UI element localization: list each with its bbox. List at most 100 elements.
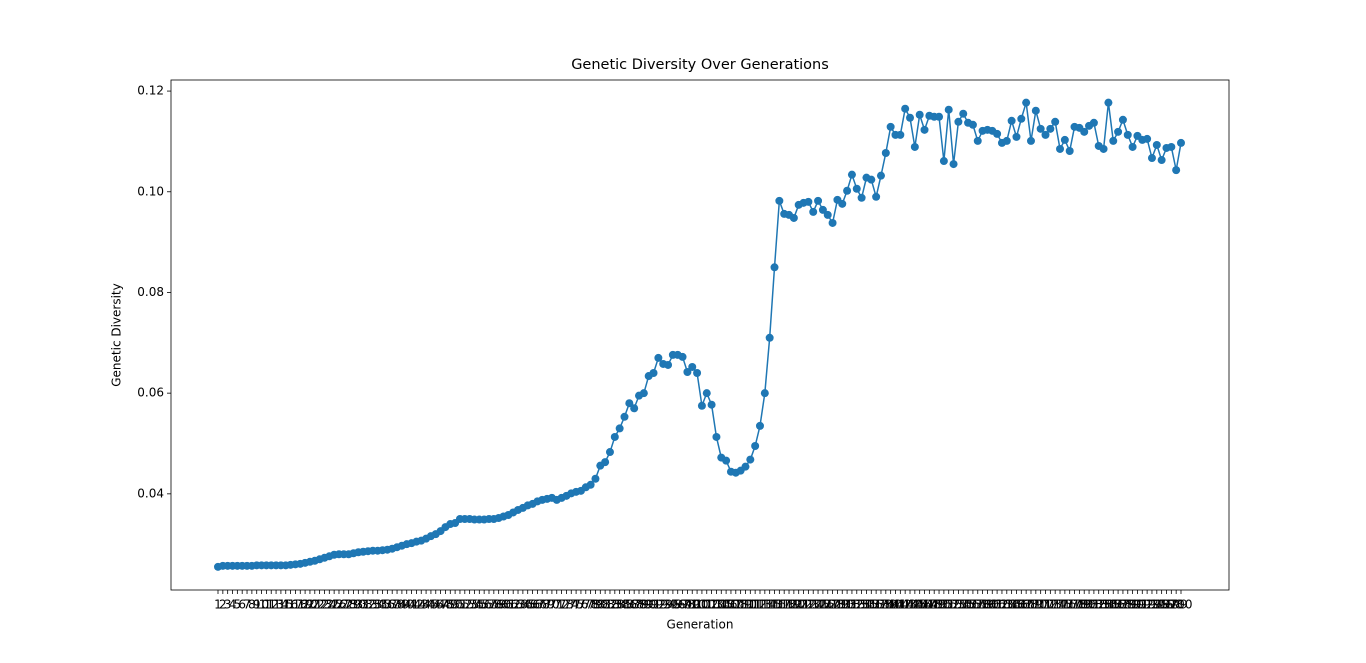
x-tick-label: 35 [375, 598, 390, 612]
x-tick-label: 65 [520, 598, 535, 612]
x-tick-label: 72 [554, 598, 569, 612]
data-point [760, 389, 769, 398]
x-tick-label: 51 [452, 598, 467, 612]
x-tick-label: 168 [1015, 598, 1038, 612]
x-tick-label: 33 [365, 598, 380, 612]
x-tick-label: 23 [317, 598, 332, 612]
x-tick-label: 99 [685, 598, 700, 612]
data-point [601, 458, 610, 467]
data-point [1046, 124, 1055, 133]
data-point [1007, 116, 1016, 125]
x-tick-label: 200 [1170, 598, 1193, 612]
data-point [949, 160, 958, 169]
data-point [876, 171, 885, 180]
x-tick-label: 177 [1058, 598, 1081, 612]
x-tick-label: 167 [1010, 598, 1033, 612]
x-tick-label: 114 [753, 598, 776, 612]
data-point [993, 129, 1002, 138]
x-tick-label: 104 [705, 598, 728, 612]
x-tick-label: 26 [331, 598, 346, 612]
data-point [881, 149, 890, 158]
data-point [722, 456, 731, 465]
x-tick-label: 59 [491, 598, 506, 612]
x-tick-label: 100 [686, 598, 709, 612]
x-axis-label: Generation [667, 618, 734, 632]
x-tick-label: 147 [913, 598, 936, 612]
x-tick-label: 47 [433, 598, 448, 612]
data-point [615, 424, 624, 433]
data-point [707, 400, 716, 409]
data-point [867, 175, 876, 184]
x-tick-label: 195 [1145, 598, 1168, 612]
data-point [1172, 166, 1181, 175]
x-tick-label: 113 [749, 598, 772, 612]
data-point [620, 412, 629, 421]
data-point [1026, 136, 1035, 145]
x-tick-label: 89 [636, 598, 651, 612]
data-point [901, 104, 910, 113]
x-tick-label: 158 [966, 598, 989, 612]
data-point [605, 448, 614, 457]
y-tick-label: 0.12 [137, 84, 164, 98]
x-tick-label: 131 [836, 598, 859, 612]
x-tick-label: 180 [1073, 598, 1096, 612]
data-point [910, 142, 919, 151]
x-tick-label: 115 [758, 598, 781, 612]
x-tick-label: 155 [952, 598, 975, 612]
data-point [906, 113, 915, 122]
data-point [973, 136, 982, 145]
x-tick-label: 189 [1116, 598, 1139, 612]
x-tick-label: 6 [238, 598, 246, 612]
data-point [823, 210, 832, 219]
x-tick-label: 191 [1126, 598, 1149, 612]
x-tick-label: 121 [787, 598, 810, 612]
x-tick-label: 13 [268, 598, 283, 612]
x-tick-label: 126 [811, 598, 834, 612]
x-tick-label: 95 [665, 598, 680, 612]
x-tick-label: 174 [1044, 598, 1067, 612]
x-tick-label: 22 [312, 598, 327, 612]
x-tick-label: 96 [670, 598, 685, 612]
y-axis-label: Genetic Diversity [110, 283, 124, 387]
x-tick-label: 81 [597, 598, 612, 612]
data-point [610, 432, 619, 441]
x-tick-label: 162 [986, 598, 1009, 612]
x-tick-label: 39 [394, 598, 409, 612]
x-tick-label: 139 [874, 598, 897, 612]
data-point [847, 170, 856, 179]
x-tick-label: 132 [840, 598, 863, 612]
data-point [1012, 132, 1021, 141]
data-point [1177, 138, 1185, 147]
x-tick-label: 42 [409, 598, 424, 612]
x-tick-label: 110 [734, 598, 757, 612]
x-tick-label: 5 [234, 598, 242, 612]
x-tick-label: 112 [744, 598, 767, 612]
x-tick-label: 68 [535, 598, 550, 612]
x-tick-label: 88 [631, 598, 646, 612]
x-tick-label: 179 [1068, 598, 1091, 612]
x-tick-label: 151 [932, 598, 955, 612]
x-tick-label: 188 [1111, 598, 1134, 612]
data-point [1080, 127, 1089, 136]
data-point [1089, 118, 1098, 127]
x-tick-label: 38 [389, 598, 404, 612]
x-tick-label: 181 [1078, 598, 1101, 612]
x-tick-label: 184 [1092, 598, 1115, 612]
x-tick-label: 3 [224, 598, 232, 612]
x-tick-label: 34 [370, 598, 385, 612]
data-point [639, 389, 648, 398]
y-tick-label: 0.10 [137, 184, 164, 198]
x-tick-label: 24 [322, 598, 337, 612]
data-point [1109, 136, 1118, 145]
x-tick-label: 159 [971, 598, 994, 612]
data-point [838, 199, 847, 208]
x-tick-label: 140 [879, 598, 902, 612]
data-point [896, 130, 905, 139]
x-tick-label: 154 [947, 598, 970, 612]
x-tick-label: 144 [899, 598, 922, 612]
data-point [1143, 134, 1152, 143]
x-tick-label: 85 [617, 598, 632, 612]
x-tick-label: 44 [418, 598, 433, 612]
x-tick-label: 176 [1053, 598, 1076, 612]
x-tick-label: 71 [549, 598, 564, 612]
